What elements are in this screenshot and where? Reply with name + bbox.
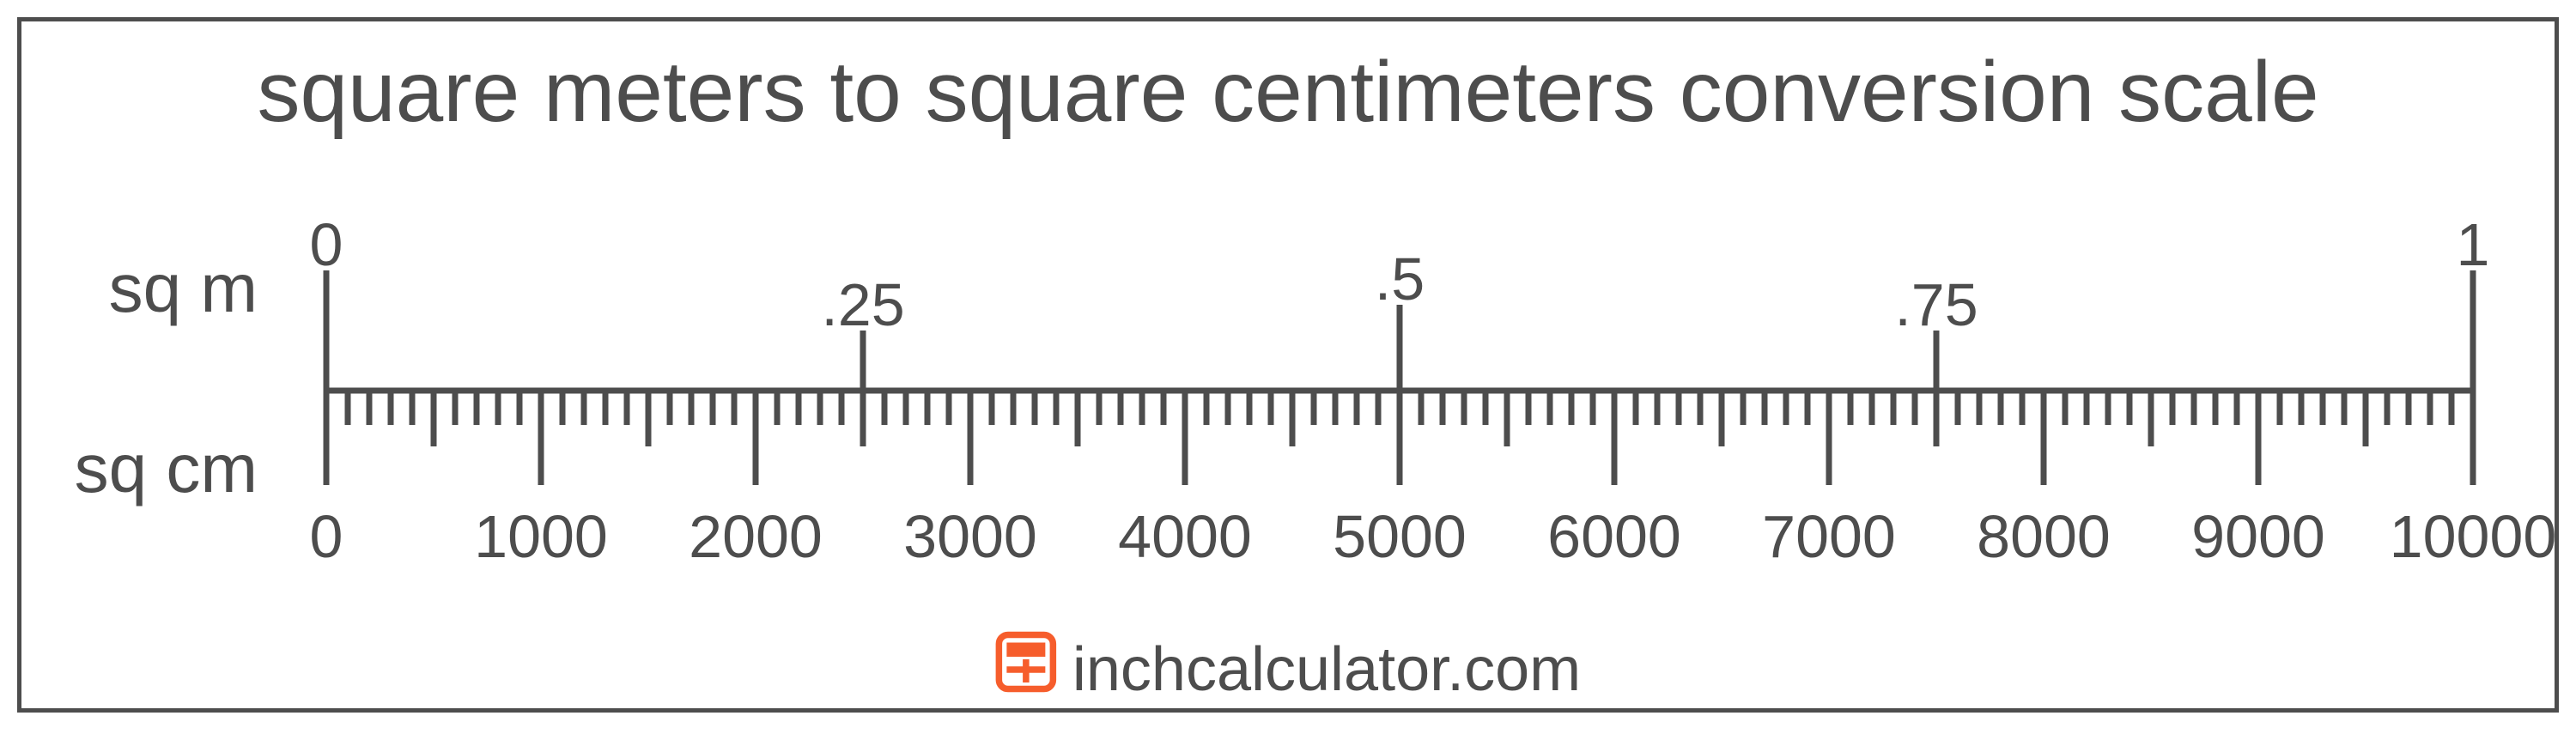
bottom-tick-label: 8000	[1977, 502, 2111, 571]
bottom-tick-label: 4000	[1118, 502, 1252, 571]
bottom-tick-label: 6000	[1547, 502, 1681, 571]
bottom-tick-label: 1000	[474, 502, 608, 571]
ruler-svg	[0, 0, 2576, 730]
bottom-tick-label: 7000	[1762, 502, 1896, 571]
bottom-tick-label: 9000	[2191, 502, 2325, 571]
bottom-tick-label: 0	[310, 502, 343, 571]
footer-text: inchcalculator.com	[1072, 634, 1581, 705]
bottom-tick-label: 3000	[903, 502, 1037, 571]
calculator-grid-icon	[995, 631, 1057, 707]
top-tick-label: .75	[1894, 270, 1978, 339]
footer: inchcalculator.com	[995, 631, 1581, 707]
top-tick-label: 0	[310, 210, 343, 279]
top-tick-label: .25	[821, 270, 904, 339]
ruler	[0, 0, 2576, 730]
bottom-tick-label: 5000	[1333, 502, 1467, 571]
top-tick-label: 1	[2457, 210, 2490, 279]
bottom-tick-label: 10000	[2390, 502, 2557, 571]
top-tick-label: .5	[1375, 245, 1425, 313]
bottom-tick-label: 2000	[689, 502, 823, 571]
